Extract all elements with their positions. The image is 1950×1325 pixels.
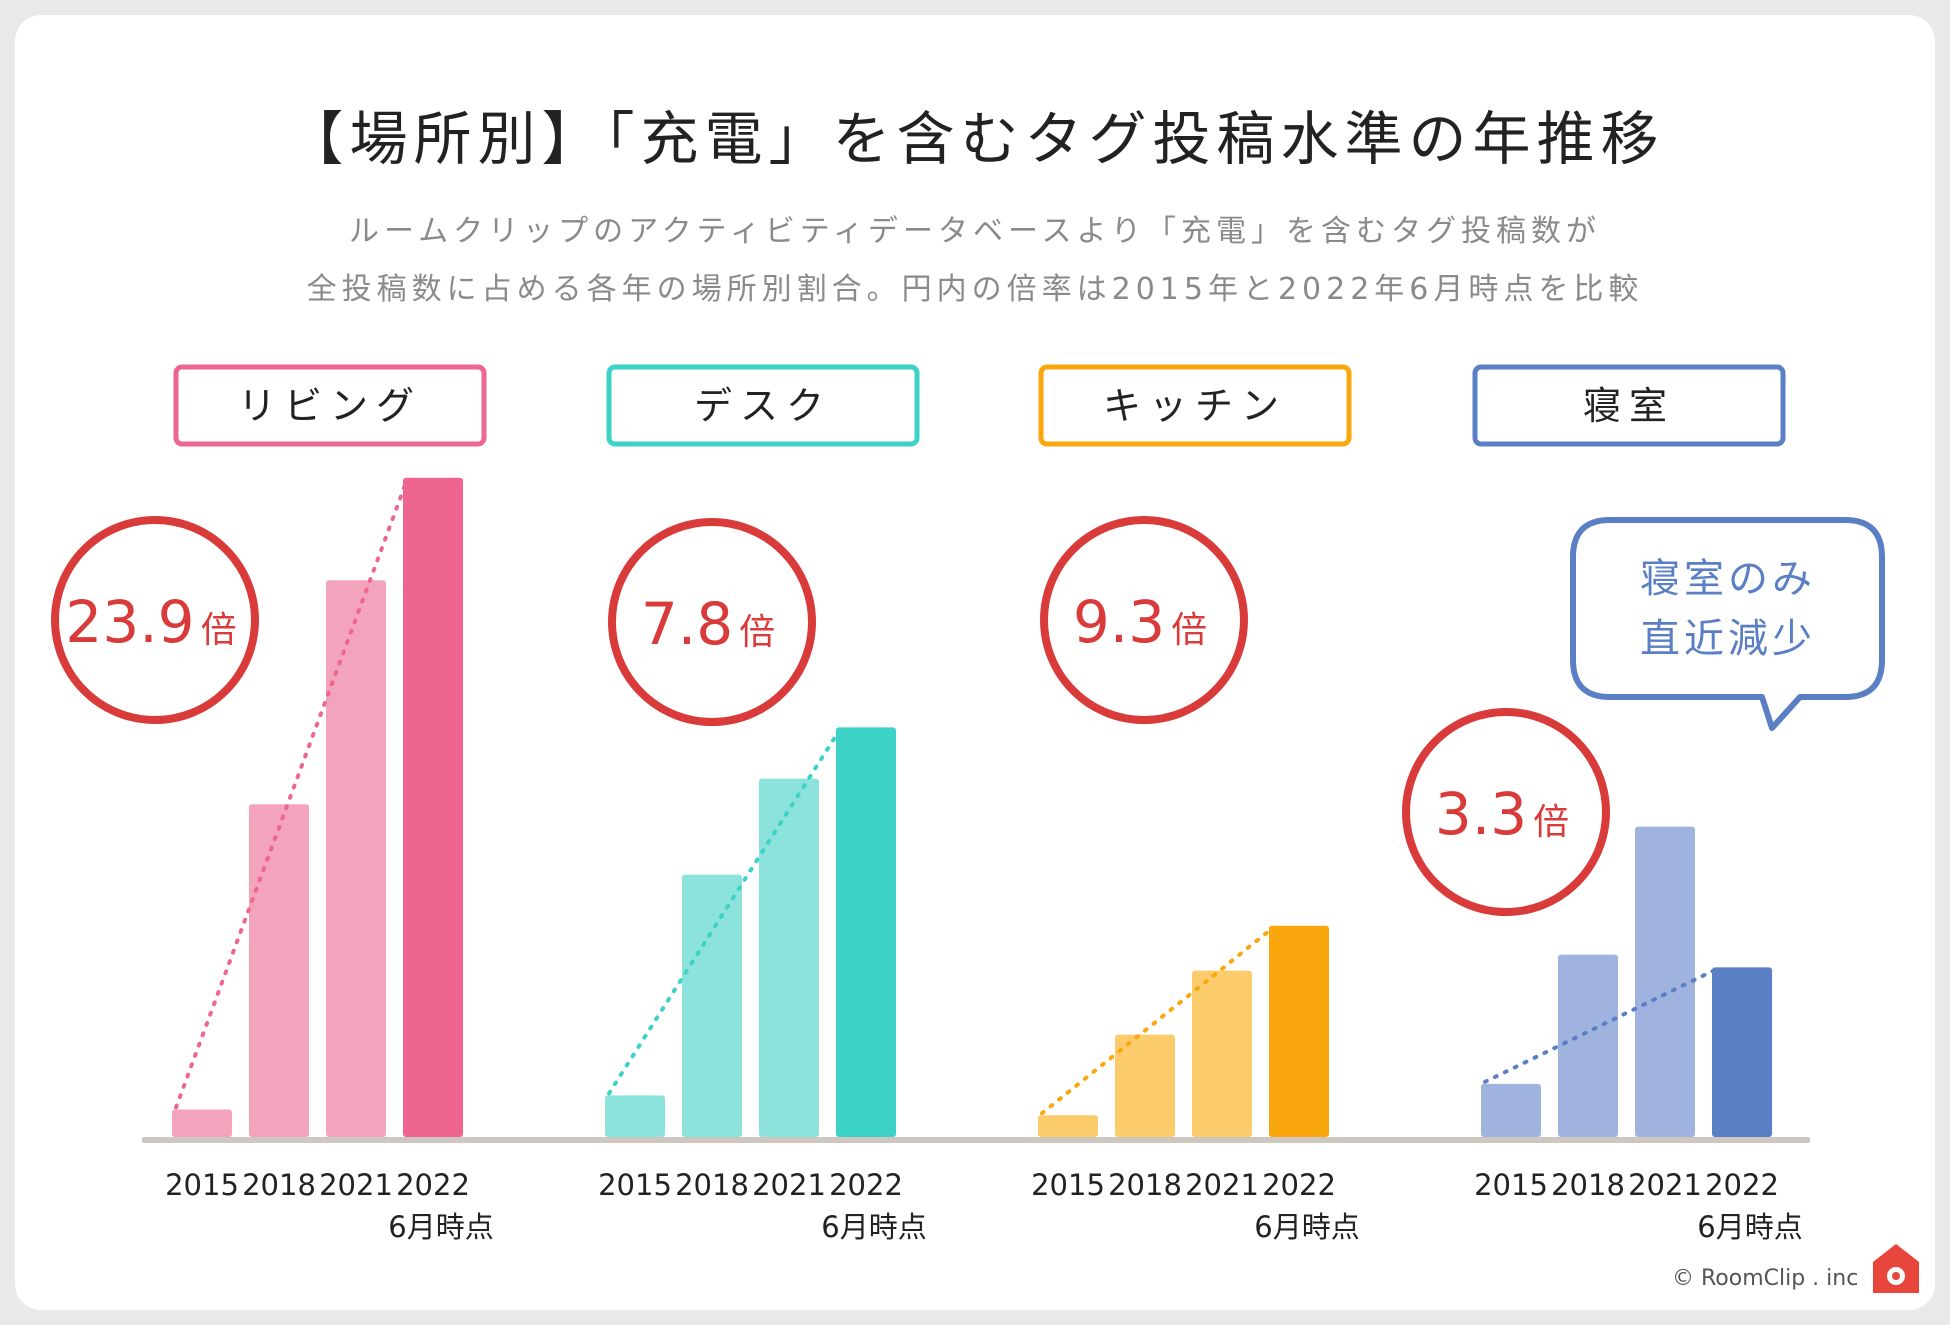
group-3-label-box — [1472, 364, 1786, 447]
group-2-tick-2021: 2021 — [1185, 1168, 1259, 1202]
group-1-bar-2015 — [605, 1095, 665, 1137]
group-0-multiplier-circle — [51, 516, 259, 724]
group-2-multiplier-label: 9.3 倍 — [1073, 588, 1207, 656]
group-1-tick-2022: 2022 — [829, 1168, 903, 1202]
group-1-tick-note: 6月時点 — [821, 1210, 926, 1244]
group-1-tick-2018: 2018 — [675, 1168, 749, 1202]
group-1-bar-2018 — [682, 874, 742, 1137]
group-1-label-box — [606, 364, 920, 447]
callout-line2: 直近減少 — [1640, 616, 1816, 662]
group-0-label-box — [173, 364, 487, 447]
group-2-multiplier-circle — [1040, 516, 1248, 724]
chart-subtitle-line2: 全投稿数に占める各年の場所別割合。円内の倍率は2015年と2022年6月時点を比… — [306, 272, 1644, 307]
group-0-bar-2015 — [172, 1109, 232, 1137]
group-2-tick-note: 6月時点 — [1254, 1210, 1359, 1244]
group-3-tick-note: 6月時点 — [1697, 1210, 1802, 1244]
group-3-tick-2022: 2022 — [1705, 1168, 1779, 1202]
chart-subtitle-line1: ルームクリップのアクティビティデータベースより「充電」を含むタグ投稿数が — [349, 214, 1601, 249]
group-2-tick-2015: 2015 — [1031, 1168, 1105, 1202]
group-3-bar-2022 — [1712, 967, 1772, 1137]
chart-title: 【場所別】「充電」を含むタグ投稿水準の年推移 — [285, 105, 1665, 173]
group-2-label-box — [1038, 364, 1352, 447]
group-3-tick-2015: 2015 — [1474, 1168, 1548, 1202]
callout-line1: 寝室のみ — [1640, 556, 1816, 602]
roomclip-logo-lens-center — [1892, 1272, 1900, 1280]
group-3-label: 寝室 — [1583, 384, 1675, 428]
group-3-tick-2021: 2021 — [1628, 1168, 1702, 1202]
group-2-tick-2022: 2022 — [1262, 1168, 1336, 1202]
callout-bubble — [1570, 517, 1885, 731]
group-0-bar-2021 — [326, 580, 386, 1137]
group-1-multiplier-circle — [608, 518, 816, 726]
baseline — [142, 1137, 1810, 1143]
group-0-label: リビング — [238, 384, 422, 428]
group-3-multiplier-circle — [1402, 708, 1610, 916]
group-1-tick-2015: 2015 — [598, 1168, 672, 1202]
group-1-label: デスク — [694, 384, 832, 428]
group-1-bar-2021 — [759, 778, 819, 1137]
group-3-bar-2015 — [1481, 1083, 1541, 1137]
group-0-bar-2018 — [249, 804, 309, 1137]
group-2-bar-2015 — [1038, 1115, 1098, 1137]
group-2-bar-2022 — [1269, 925, 1329, 1137]
group-1-bar-2022 — [836, 727, 896, 1137]
group-2-label: キッチン — [1103, 384, 1287, 428]
group-0-trend-line — [174, 477, 409, 1110]
group-3-tick-2018: 2018 — [1551, 1168, 1625, 1202]
group-2-tick-2018: 2018 — [1108, 1168, 1182, 1202]
group-1-tick-2021: 2021 — [752, 1168, 826, 1202]
group-3-multiplier-label: 3.3 倍 — [1435, 780, 1569, 848]
copyright-credit: © RoomClip . inc — [1672, 1266, 1859, 1291]
group-0-tick-2022: 2022 — [396, 1168, 470, 1202]
group-3-bar-2018 — [1558, 954, 1618, 1137]
group-0-multiplier-label: 23.9 倍 — [65, 588, 236, 656]
group-1-multiplier-label: 7.8 倍 — [641, 590, 775, 658]
group-0-tick-note: 6月時点 — [388, 1210, 493, 1244]
group-2-bar-2021 — [1192, 970, 1252, 1137]
group-2-bar-2018 — [1115, 1034, 1175, 1137]
group-0-tick-2021: 2021 — [319, 1168, 393, 1202]
group-0-bar-2022 — [403, 477, 463, 1137]
group-3-trend-line — [1483, 967, 1718, 1084]
group-3-bar-2021 — [1635, 826, 1695, 1137]
group-0-tick-2018: 2018 — [242, 1168, 316, 1202]
group-0-tick-2015: 2015 — [165, 1168, 239, 1202]
